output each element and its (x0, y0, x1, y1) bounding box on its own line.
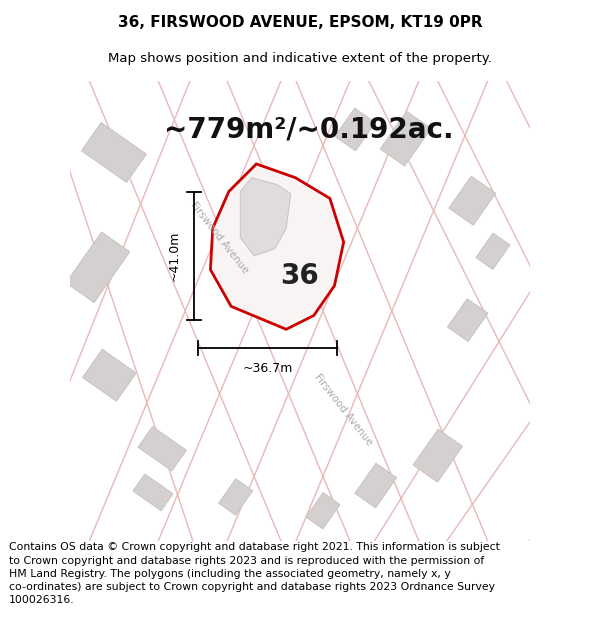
Polygon shape (240, 177, 291, 256)
Text: Contains OS data © Crown copyright and database right 2021. This information is : Contains OS data © Crown copyright and d… (9, 542, 500, 605)
Text: Map shows position and indicative extent of the property.: Map shows position and indicative extent… (108, 52, 492, 65)
Text: ~36.7m: ~36.7m (242, 362, 293, 375)
Polygon shape (211, 164, 344, 329)
Polygon shape (306, 492, 340, 529)
Polygon shape (355, 463, 397, 508)
Text: Firswood Avenue: Firswood Avenue (188, 200, 251, 275)
Polygon shape (476, 233, 510, 269)
Text: Firswood Avenue: Firswood Avenue (313, 372, 374, 448)
Polygon shape (449, 176, 496, 225)
Polygon shape (448, 299, 488, 341)
Polygon shape (66, 232, 130, 302)
Polygon shape (413, 429, 463, 482)
Polygon shape (335, 108, 376, 151)
Polygon shape (138, 426, 187, 471)
Polygon shape (380, 111, 431, 166)
Polygon shape (218, 479, 253, 515)
Text: 36, FIRSWOOD AVENUE, EPSOM, KT19 0PR: 36, FIRSWOOD AVENUE, EPSOM, KT19 0PR (118, 15, 482, 30)
Text: ~41.0m: ~41.0m (167, 231, 180, 281)
Polygon shape (83, 349, 136, 401)
Polygon shape (82, 122, 146, 182)
Polygon shape (133, 474, 173, 511)
Text: ~779m²/~0.192ac.: ~779m²/~0.192ac. (164, 116, 454, 144)
Text: 36: 36 (281, 262, 319, 291)
